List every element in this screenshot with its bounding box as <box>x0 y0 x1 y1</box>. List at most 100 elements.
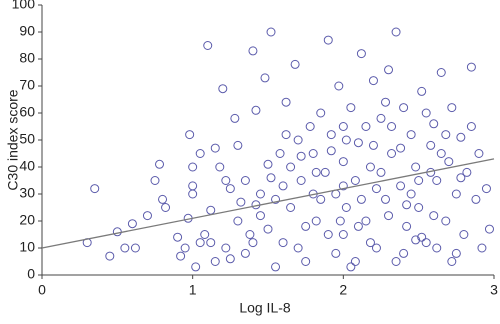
point <box>161 203 171 212</box>
point <box>120 243 130 253</box>
point <box>245 230 255 239</box>
point <box>275 149 285 158</box>
point <box>233 140 243 150</box>
y-tick-label: 70 <box>19 77 35 93</box>
point <box>323 35 333 45</box>
point <box>230 113 240 123</box>
point <box>338 157 348 167</box>
point <box>477 243 487 253</box>
point <box>447 257 457 266</box>
y-tick-label: 100 <box>12 0 36 12</box>
point <box>365 162 375 172</box>
point <box>158 194 168 204</box>
point <box>155 159 165 169</box>
point <box>361 216 371 226</box>
point <box>368 76 378 86</box>
point <box>432 243 442 253</box>
point <box>311 167 321 177</box>
y-axis-label: C30 index score <box>5 89 21 190</box>
point <box>356 49 366 59</box>
point <box>338 230 348 239</box>
point <box>127 219 137 229</box>
point <box>436 149 446 158</box>
point <box>356 194 366 204</box>
point <box>441 130 451 140</box>
point <box>240 176 250 185</box>
point <box>371 243 381 253</box>
point <box>421 238 431 248</box>
point <box>334 81 344 91</box>
point <box>301 257 311 266</box>
point <box>251 105 261 115</box>
point <box>206 205 216 215</box>
point <box>441 216 451 226</box>
point <box>338 122 348 131</box>
point <box>371 184 381 194</box>
point <box>381 97 391 107</box>
point <box>281 97 291 107</box>
point <box>417 232 427 242</box>
y-tick-label: 50 <box>19 131 35 147</box>
x-tick-label: 1 <box>189 282 197 298</box>
point <box>301 221 311 231</box>
x-tick-label: 0 <box>38 282 46 298</box>
point <box>255 189 265 199</box>
point <box>456 132 466 142</box>
point <box>316 194 326 204</box>
point <box>350 257 360 266</box>
point <box>210 257 220 266</box>
point <box>414 203 424 212</box>
point <box>248 238 258 248</box>
point <box>248 46 258 56</box>
point <box>206 238 216 248</box>
point <box>218 84 228 94</box>
point <box>417 86 427 96</box>
point <box>384 65 394 75</box>
point <box>293 135 303 145</box>
y-tick-label: 40 <box>19 158 35 174</box>
y-tick-label: 0 <box>27 266 35 282</box>
point <box>185 130 195 140</box>
point <box>350 176 360 185</box>
point <box>200 230 210 239</box>
point <box>381 194 391 204</box>
point <box>176 251 186 261</box>
point <box>335 216 345 226</box>
y-tick-label: 10 <box>19 239 35 255</box>
point <box>406 130 416 140</box>
point <box>456 173 466 183</box>
point <box>484 224 494 234</box>
point <box>429 211 439 221</box>
point <box>150 176 160 185</box>
y-tick-label: 90 <box>19 23 35 39</box>
point <box>474 149 484 158</box>
point <box>225 254 235 264</box>
point <box>399 248 409 258</box>
point <box>271 262 281 272</box>
y-tick-label: 20 <box>19 212 35 228</box>
point <box>402 200 412 210</box>
point <box>112 227 122 237</box>
point <box>263 224 273 234</box>
point <box>195 238 205 248</box>
fit-line <box>41 158 495 249</box>
point <box>353 221 363 231</box>
point <box>278 181 288 191</box>
point <box>481 184 491 194</box>
point <box>323 230 333 239</box>
point <box>346 103 356 113</box>
point <box>188 189 198 199</box>
point <box>387 149 397 158</box>
point <box>466 62 476 72</box>
point <box>316 108 326 118</box>
point <box>311 216 321 226</box>
point <box>331 248 341 258</box>
point <box>236 197 246 207</box>
point <box>406 189 416 199</box>
point <box>173 232 183 242</box>
point <box>451 189 461 199</box>
point <box>260 73 270 83</box>
point <box>447 103 457 113</box>
point <box>240 248 250 258</box>
point <box>221 176 231 185</box>
